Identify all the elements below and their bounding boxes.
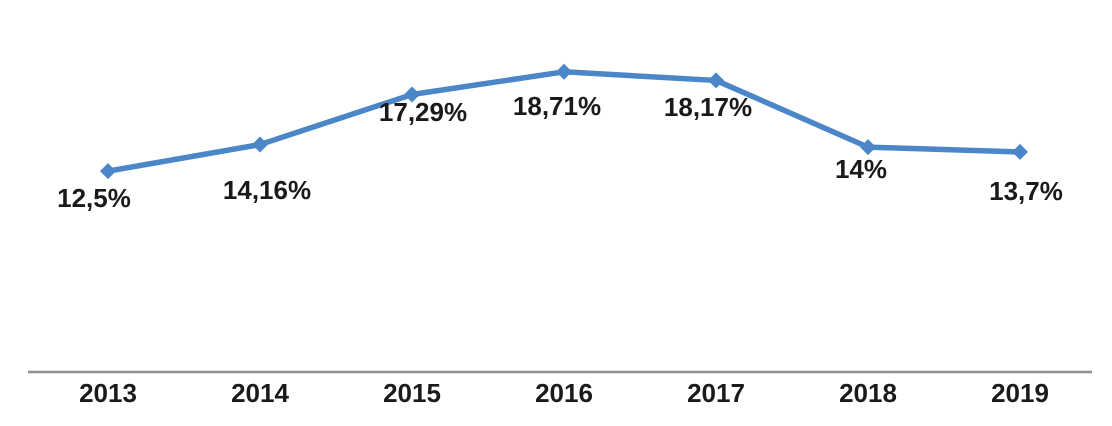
- marker-2019: [1012, 143, 1028, 160]
- marker-2015: [404, 86, 420, 103]
- data-label-2016: 18,71%: [512, 90, 602, 121]
- marker-2018: [860, 139, 876, 156]
- data-label-2015: 17,29%: [378, 96, 468, 127]
- data-label-2013: 12,5%: [57, 183, 131, 214]
- x-axis-label-2018: 2018: [839, 378, 897, 408]
- marker-2016: [556, 63, 572, 80]
- x-axis-label-2019: 2019: [991, 378, 1049, 408]
- x-axis-label-2013: 2013: [79, 378, 137, 408]
- x-axis-label-2017: 2017: [687, 378, 745, 408]
- data-label-2017: 18,17%: [663, 92, 753, 123]
- marker-2013: [100, 163, 116, 180]
- marker-2014: [252, 136, 268, 153]
- x-axis-label-2015: 2015: [383, 378, 441, 408]
- data-label-2019: 13,7%: [989, 175, 1063, 206]
- x-axis-label-2014: 2014: [231, 378, 289, 408]
- data-label-2014: 14,16%: [222, 174, 312, 205]
- data-label-2018: 14%: [834, 154, 888, 185]
- x-axis-label-2016: 2016: [535, 378, 593, 408]
- marker-2017: [708, 72, 724, 89]
